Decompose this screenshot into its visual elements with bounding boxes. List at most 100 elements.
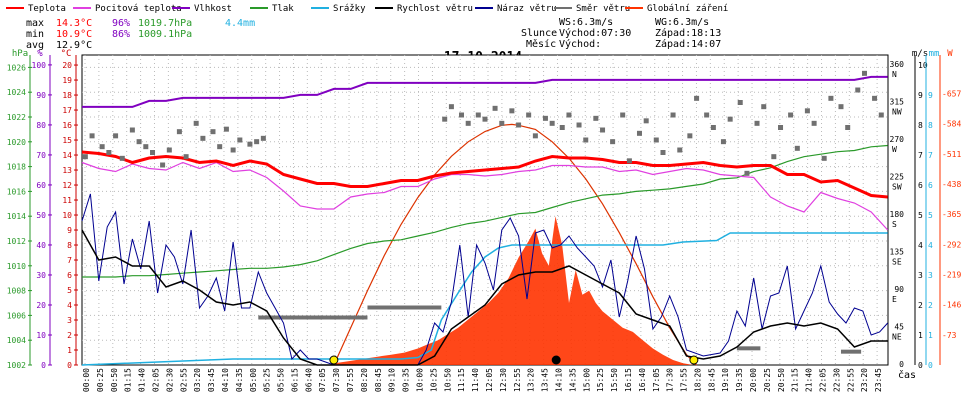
axis-tick-degc: 16 xyxy=(62,121,72,130)
axis-tick-degc: 2 xyxy=(67,331,72,340)
moon-label: Měsíc xyxy=(526,38,556,50)
x-tick-label: 20:00 xyxy=(749,368,758,392)
axes-group: hPa1002100410061008101010121014101610181… xyxy=(7,49,962,370)
axis-tick-dir: 360 xyxy=(890,60,905,69)
axis-tick-hpa: 1014 xyxy=(7,212,26,221)
x-tick-label: 17:05 xyxy=(652,368,661,392)
axis-tick-dir-name: SE xyxy=(892,258,902,267)
wind-dir-point xyxy=(448,104,454,110)
x-tick-label: 22:55 xyxy=(846,368,855,392)
x-tick-label: 20:50 xyxy=(777,368,786,392)
markers-layer xyxy=(329,355,699,365)
series-naraz-vetru xyxy=(81,193,889,366)
axis-tick-mm: 3 xyxy=(928,271,933,280)
axis-tick-mm: 9 xyxy=(928,91,933,100)
axis-tick-dir: 135 xyxy=(890,248,905,257)
axis-tick-dir-name: SW xyxy=(892,183,902,192)
axis-tick-degc: 8 xyxy=(67,241,72,250)
x-tick-label: 09:10 xyxy=(388,368,397,392)
x-tick-label: 14:35 xyxy=(568,368,577,392)
x-tick-label: 06:40 xyxy=(304,368,313,392)
axis-tick-degc: 5 xyxy=(67,286,72,295)
wind-dir-point xyxy=(160,162,166,168)
x-tick-label: 22:05 xyxy=(819,368,828,392)
moonset-marker xyxy=(551,355,561,365)
x-tick-label: 05:00 xyxy=(249,368,258,392)
axis-tick-pct: 60 xyxy=(36,181,46,190)
wind-dir-point xyxy=(861,70,867,76)
axis-title-ms: m/s xyxy=(912,49,928,59)
axis-tick-hpa: 1010 xyxy=(7,262,26,271)
axis-tick-degc: 18 xyxy=(62,91,72,100)
x-tick-label: 06:15 xyxy=(290,368,299,392)
legend-label-5: Rychlost větru xyxy=(397,4,473,14)
axis-tick-ms: 5 xyxy=(918,211,923,220)
x-tick-label: 10:00 xyxy=(416,368,425,392)
axis-tick-hpa: 1002 xyxy=(7,361,26,370)
x-tick-label: 08:45 xyxy=(374,368,383,392)
axis-tick-mm: 4 xyxy=(928,241,933,250)
wind-dir-point xyxy=(754,120,760,126)
wind-dir-point xyxy=(442,116,448,122)
wind-dir-bar-2 xyxy=(736,346,761,351)
x-axis: 00:00 00:25 00:50 01:15 01:40 02:05 02:30 02:55… xyxy=(82,368,883,392)
wind-dir-point xyxy=(89,133,95,139)
wind-dir-point xyxy=(482,116,488,122)
legend-label-6: Náraz větru xyxy=(497,4,557,14)
wind-dir-point xyxy=(576,122,582,128)
x-tick-label: 02:05 xyxy=(151,368,160,392)
wind-dir-point xyxy=(653,137,659,143)
axis-tick-degc: 15 xyxy=(62,136,72,145)
wind-dir-point xyxy=(811,120,817,126)
x-tick-label: 11:15 xyxy=(457,368,466,392)
stats-min-label: min xyxy=(26,29,44,40)
axis-tick-degc: 4 xyxy=(67,301,72,310)
axis-tick-wm2: -511 xyxy=(942,150,961,159)
axis-tick-pct: 40 xyxy=(36,241,46,250)
series-vlhkost xyxy=(82,75,888,108)
wind-dir-point xyxy=(230,147,236,153)
axis-tick-ms: 7 xyxy=(918,151,923,160)
wind-dir-point xyxy=(465,120,471,126)
wind-dir-point xyxy=(610,139,616,145)
wind-dir-point xyxy=(254,139,260,145)
x-tick-label: 14:10 xyxy=(554,368,563,392)
x-tick-label: 21:40 xyxy=(805,368,814,392)
wind-dir-bar-0 xyxy=(258,315,368,320)
stats-min-press: 1009.1hPa xyxy=(138,29,192,40)
wind-dir-point xyxy=(176,129,182,135)
series-teplota xyxy=(81,150,888,199)
axis-tick-degc: 6 xyxy=(67,271,72,280)
axis-tick-hpa: 1012 xyxy=(7,237,26,246)
wind-dir-point xyxy=(509,108,515,114)
axis-tick-dir: 90 xyxy=(894,285,904,294)
x-tick-label: 08:20 xyxy=(360,368,369,392)
wind-dir-point xyxy=(200,135,206,141)
axis-tick-dir-name: N xyxy=(892,70,897,79)
series-tlak xyxy=(82,144,888,278)
wind-dir-point xyxy=(737,100,743,105)
x-tick-label: 04:35 xyxy=(235,368,244,392)
axis-tick-hpa: 1024 xyxy=(7,88,26,97)
axis-tick-wm2: -584 xyxy=(942,120,961,129)
wind-dir-point xyxy=(129,127,135,133)
wind-dir-point xyxy=(626,158,632,164)
axis-tick-degc: 10 xyxy=(62,211,72,220)
wind-dir-point xyxy=(193,120,199,126)
axis-tick-ms: 9 xyxy=(918,91,923,100)
axis-title-degc: °C xyxy=(61,49,72,59)
stats-min-hum: 86% xyxy=(112,29,130,40)
wind-dir-point xyxy=(704,112,710,118)
stats-max-temp: 14.3°C xyxy=(56,18,92,29)
wind-dir-point xyxy=(761,104,767,110)
wind-dir-point xyxy=(113,133,119,139)
axis-tick-hpa: 1008 xyxy=(7,287,26,296)
series-srazky xyxy=(81,232,888,366)
axis-tick-mm: 7 xyxy=(928,151,933,160)
wind-dir-point xyxy=(106,150,112,155)
moon-set: Západ:14:07 xyxy=(655,38,721,50)
x-tick-label: 03:45 xyxy=(207,368,216,392)
axis-tick-degc: 11 xyxy=(62,196,72,205)
stats-min-temp: 10.9°C xyxy=(56,29,92,40)
sunrise-marker xyxy=(329,355,339,365)
